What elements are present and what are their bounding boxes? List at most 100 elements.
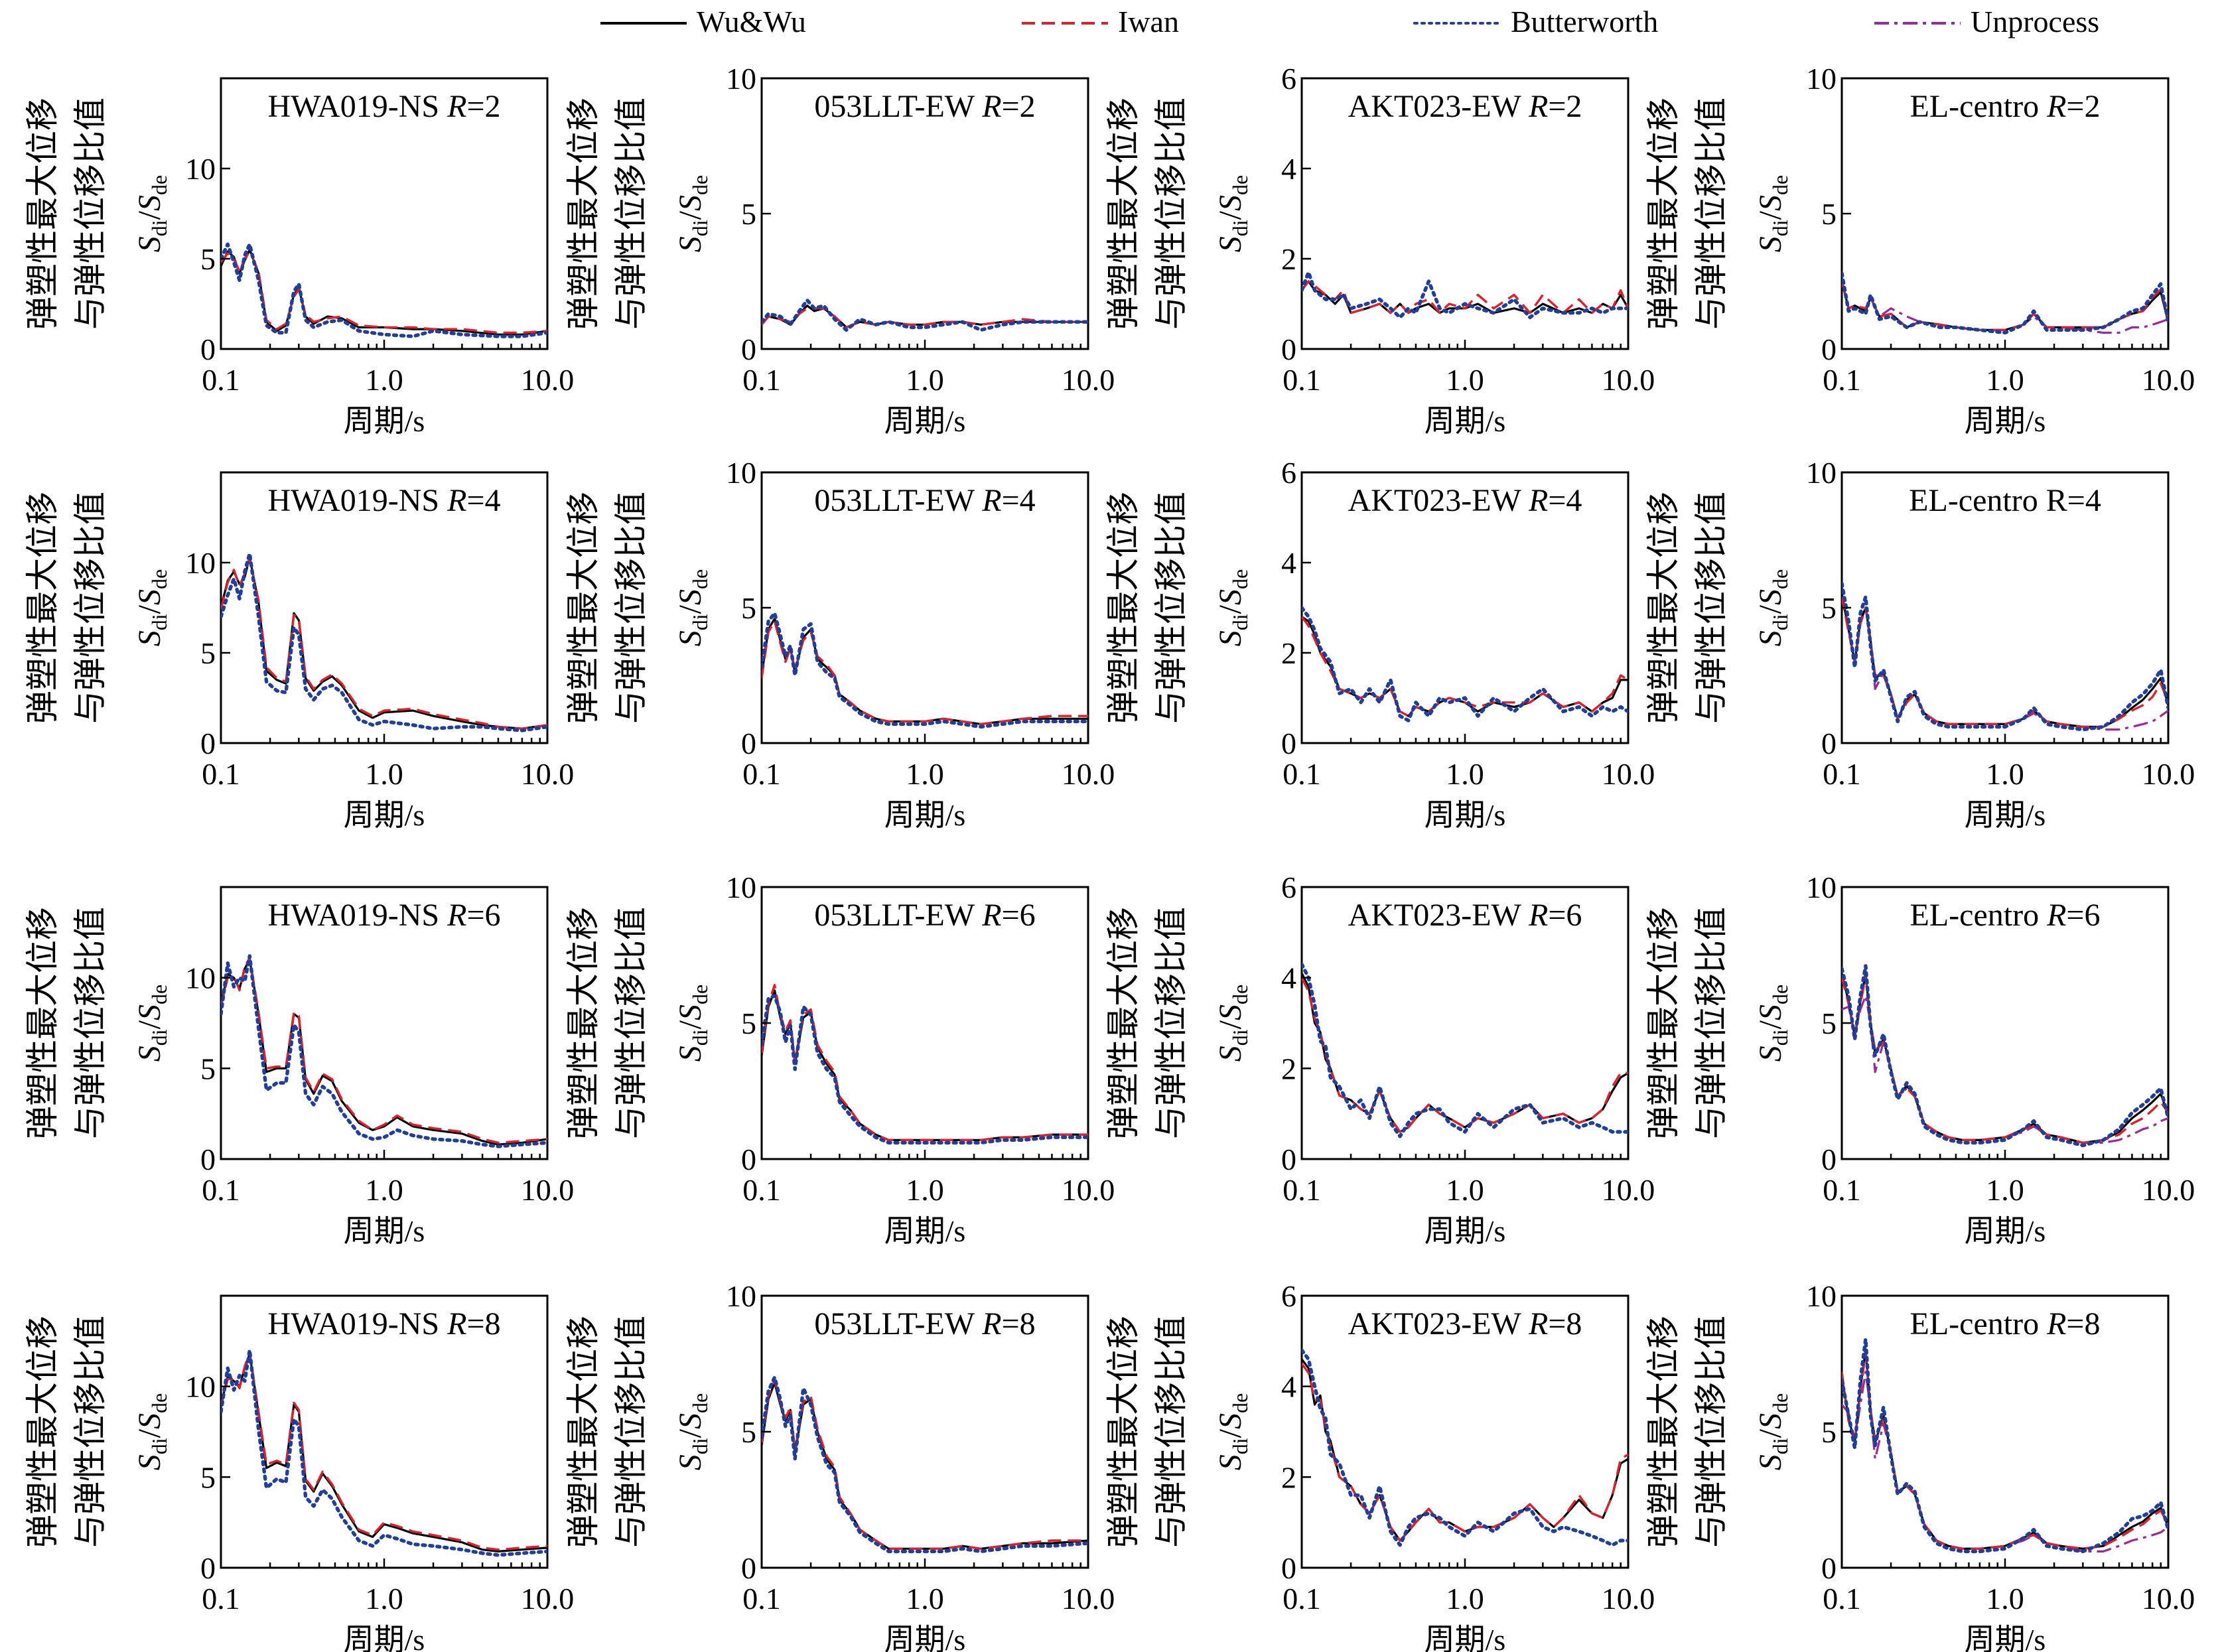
x-tick-label: 0.1 xyxy=(1283,363,1321,397)
y-label-symbol: Sdi/Sde xyxy=(1213,985,1252,1062)
series-line-butterworth xyxy=(1302,606,1628,723)
y-label-symbol-part: de xyxy=(1228,569,1252,589)
x-tick-label: 0.1 xyxy=(1823,1582,1861,1616)
y-tick-label: 0 xyxy=(741,1142,756,1176)
x-axis-label: 周期/s xyxy=(884,1214,966,1248)
series-line-butterworth xyxy=(221,551,547,732)
series-line-unprocess xyxy=(1842,594,2168,731)
series-line-iwan xyxy=(221,956,547,1144)
y-label-symbol-part: / xyxy=(673,210,708,220)
y-label-cn-line1: 弹塑性最大位移 xyxy=(1645,1316,1682,1548)
series-line-wuwu xyxy=(762,1381,1088,1550)
y-label-symbol-part: di xyxy=(147,1029,171,1046)
panel-title-record: EL-centro xyxy=(1910,1306,2047,1342)
y-label-symbol-part: di xyxy=(688,220,712,236)
x-tick-label: 0.1 xyxy=(742,1173,781,1207)
panel-title-value: =2 xyxy=(1002,89,1036,124)
x-tick-label: 10.0 xyxy=(1062,1582,1115,1616)
y-label-cn-line1: 弹塑性最大位移 xyxy=(565,1316,602,1548)
y-label-cn-line2: 与弹性位移比值 xyxy=(1152,98,1190,330)
y-tick-label: 2 xyxy=(1281,1052,1296,1085)
y-label-symbol-part: di xyxy=(1228,220,1252,236)
y-tick-label: 0 xyxy=(1821,1551,1837,1585)
x-tick-label: 10.0 xyxy=(1062,363,1115,397)
y-tick-label: 10 xyxy=(185,152,216,186)
y-tick-label: 5 xyxy=(1821,1006,1837,1040)
panel-title-record: 053LLT-EW xyxy=(814,898,982,933)
x-tick-label: 0.1 xyxy=(1823,757,1861,791)
y-tick-label: 6 xyxy=(1281,456,1296,490)
panel-title-r: R xyxy=(2046,89,2066,124)
y-label-symbol-part: de xyxy=(1768,175,1792,195)
x-tick-label: 1.0 xyxy=(1986,363,2024,397)
y-tick-label: 0 xyxy=(200,726,216,760)
y-label-cn-line2: 与弹性位移比值 xyxy=(1152,492,1190,724)
y-label-cn-line2: 与弹性位移比值 xyxy=(1693,492,1730,724)
x-axis-label: 周期/s xyxy=(1965,798,2046,832)
panel-title-value: =8 xyxy=(2066,1306,2100,1342)
y-tick-label: 0 xyxy=(741,726,756,760)
panel-title: AKT023-EW R=8 xyxy=(1348,1306,1582,1342)
y-label-symbol-part: S xyxy=(1213,1046,1248,1062)
series-line-butterworth xyxy=(221,242,547,338)
panel-title-record: EL-centro R=4 xyxy=(1909,483,2101,518)
y-tick-label: 2 xyxy=(1281,242,1296,276)
series-line-iwan xyxy=(1842,281,2168,332)
series-group xyxy=(1302,1348,1628,1547)
y-label-symbol-part: S xyxy=(673,1454,708,1470)
y-label-symbol-part: / xyxy=(1213,604,1248,614)
series-line-wuwu xyxy=(221,556,547,730)
y-axis-label: 弹塑性最大位移 与弹性位移比值 Sdi/Sde xyxy=(24,492,171,724)
y-tick-label: 5 xyxy=(200,242,216,276)
panel-title-record: AKT023-EW xyxy=(1348,898,1529,933)
y-label-symbol-part: S xyxy=(1213,236,1248,252)
series-group xyxy=(762,1375,1088,1554)
series-line-butterworth xyxy=(762,994,1088,1145)
x-tick-label: 0.1 xyxy=(1283,1173,1321,1207)
y-tick-label: 5 xyxy=(1821,591,1837,625)
x-tick-label: 10.0 xyxy=(521,757,575,791)
y-label-cn-line2: 与弹性位移比值 xyxy=(1693,1316,1730,1548)
y-tick-label: 2 xyxy=(1281,636,1296,670)
y-label-symbol: Sdi/Sde xyxy=(673,1393,712,1470)
y-label-symbol-part: S xyxy=(1213,630,1248,646)
series-line-wuwu xyxy=(1302,616,1628,717)
series-line-butterworth xyxy=(1842,581,2168,732)
series-line-wuwu xyxy=(221,958,547,1146)
series-group xyxy=(1842,1337,2168,1554)
y-label-symbol-part: S xyxy=(132,1454,167,1470)
y-label-symbol-part: di xyxy=(1768,220,1792,236)
x-tick-label: 0.1 xyxy=(202,757,240,791)
y-tick-label: 0 xyxy=(1821,332,1837,366)
y-tick-label: 2 xyxy=(1281,1460,1296,1494)
panel-title: HWA019-NS R=2 xyxy=(267,89,500,124)
panel-title-value: =6 xyxy=(1002,898,1036,933)
x-axis-label: 周期/s xyxy=(884,404,966,438)
y-label-symbol-part: de xyxy=(1768,1393,1792,1413)
y-label-cn-line1: 弹塑性最大位移 xyxy=(24,98,61,330)
panel-title-record: HWA019-NS xyxy=(267,89,447,124)
y-label-symbol: Sdi/Sde xyxy=(1753,985,1792,1062)
y-label-symbol: Sdi/Sde xyxy=(673,175,712,252)
y-tick-label: 5 xyxy=(200,1052,216,1085)
x-tick-label: 1.0 xyxy=(1986,757,2024,791)
y-axis-label: 弹塑性最大位移 与弹性位移比值 Sdi/Sde xyxy=(1645,492,1792,724)
series-group xyxy=(1302,962,1628,1138)
y-label-symbol-part: di xyxy=(147,1438,171,1454)
panel-title: 053LLT-EW R=6 xyxy=(814,898,1035,933)
y-label-symbol-part: S xyxy=(673,589,708,605)
y-axis-label: 弹塑性最大位移 与弹性位移比值 Sdi/Sde xyxy=(1645,98,1792,330)
y-label-symbol-part: S xyxy=(673,1046,708,1062)
panel-title-record: 053LLT-EW xyxy=(814,1306,982,1342)
y-label-cn-line1: 弹塑性最大位移 xyxy=(1645,492,1682,724)
y-tick-label: 5 xyxy=(741,197,756,231)
y-tick-label: 6 xyxy=(1281,1279,1296,1313)
series-group xyxy=(221,242,547,338)
panel-title-r: R xyxy=(981,89,1001,124)
y-tick-label: 4 xyxy=(1281,961,1296,995)
